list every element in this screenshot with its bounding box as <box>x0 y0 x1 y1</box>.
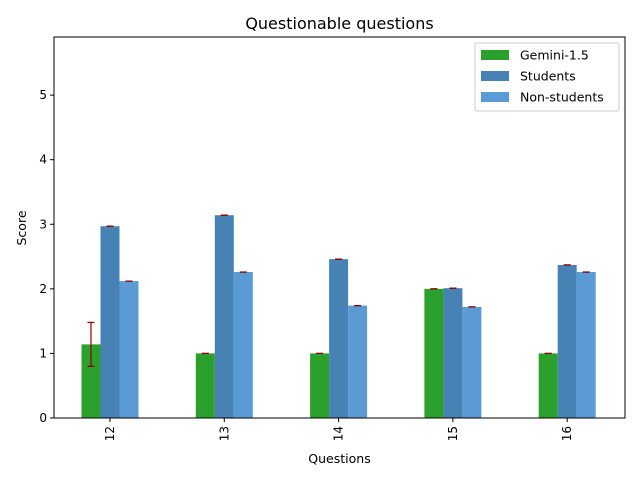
bar-students-15 <box>443 288 463 418</box>
legend-label: Gemini-1.5 <box>520 48 589 63</box>
bar-non-students-15 <box>462 306 482 418</box>
legend-label: Students <box>520 69 576 84</box>
bar-students-16 <box>557 264 577 418</box>
x-tick-label: 12 <box>103 426 117 441</box>
bar-non-students-12 <box>119 281 139 418</box>
legend-swatch <box>481 71 509 81</box>
legend-swatch <box>481 92 509 102</box>
legend-box <box>474 42 620 112</box>
legend: Gemini-1.5 Students Non-students <box>474 42 620 112</box>
bar-gemini-1-5-15 <box>424 288 444 418</box>
error-bars-layer <box>87 214 590 367</box>
y-tick-label: 0 <box>39 411 47 425</box>
y-tick-label: 4 <box>39 153 47 167</box>
legend-swatch <box>481 50 509 60</box>
y-tick-label: 5 <box>39 88 47 102</box>
bar-gemini-1-5-13 <box>195 353 215 418</box>
y-tick-label: 1 <box>39 346 47 360</box>
bar-gemini-1-5-16 <box>538 353 558 418</box>
y-tick-label: 2 <box>39 282 47 296</box>
bars-layer <box>81 215 596 418</box>
x-axis-label: Questions <box>308 451 370 466</box>
bar-non-students-16 <box>576 272 596 418</box>
bar-students-12 <box>100 226 120 418</box>
bar-non-students-14 <box>348 305 368 418</box>
y-axis-label: Score <box>14 210 29 245</box>
chart-title: Questionable questions <box>245 14 433 33</box>
x-axis: 12 13 14 15 16 <box>103 418 574 441</box>
y-tick-label: 3 <box>39 217 47 231</box>
legend-label: Non-students <box>520 90 604 105</box>
y-axis: 0 1 2 3 4 5 <box>39 88 54 425</box>
x-tick-label: 16 <box>560 426 574 441</box>
bar-students-14 <box>329 259 349 418</box>
x-tick-label: 13 <box>217 426 231 441</box>
x-tick-label: 14 <box>332 426 346 441</box>
bar-gemini-1-5-14 <box>310 353 330 418</box>
plot-frame <box>53 36 626 419</box>
bar-gemini-1-5-12 <box>81 344 101 418</box>
x-tick-label: 15 <box>446 426 460 441</box>
bar-students-13 <box>214 215 234 418</box>
bar-non-students-13 <box>233 272 253 418</box>
